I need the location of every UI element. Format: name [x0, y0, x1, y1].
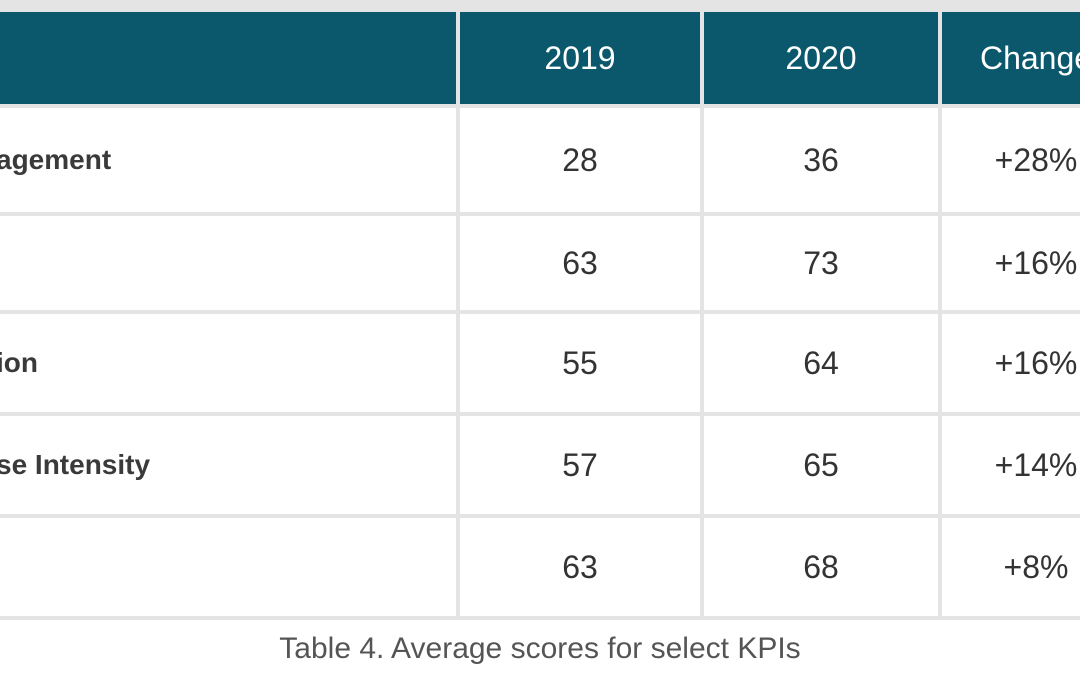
header-cell: Change [942, 12, 1080, 104]
row-label: ion [0, 314, 456, 412]
row-label [0, 216, 456, 310]
cell: 64 [704, 314, 938, 412]
cell: +14% [942, 416, 1080, 514]
row-label [0, 518, 456, 616]
row-label: se Intensity [0, 416, 456, 514]
cell: 36 [704, 108, 938, 212]
caption: Table 4. Average scores for select KPIs [279, 632, 801, 665]
table: 20192020Changeagement2836+28%6373+16%ion… [0, 0, 1080, 620]
header-cell [0, 12, 456, 104]
cell: 57 [460, 416, 700, 514]
cell: +16% [942, 216, 1080, 310]
header-cell: 2019 [460, 12, 700, 104]
cell: 65 [704, 416, 938, 514]
cell: 73 [704, 216, 938, 310]
header-cell: 2020 [704, 12, 938, 104]
cell: +8% [942, 518, 1080, 616]
cell: +16% [942, 314, 1080, 412]
cell: +28% [942, 108, 1080, 212]
cell: 55 [460, 314, 700, 412]
cell: 63 [460, 216, 700, 310]
row-label: agement [0, 108, 456, 212]
cell: 68 [704, 518, 938, 616]
cell: 28 [460, 108, 700, 212]
cell: 63 [460, 518, 700, 616]
